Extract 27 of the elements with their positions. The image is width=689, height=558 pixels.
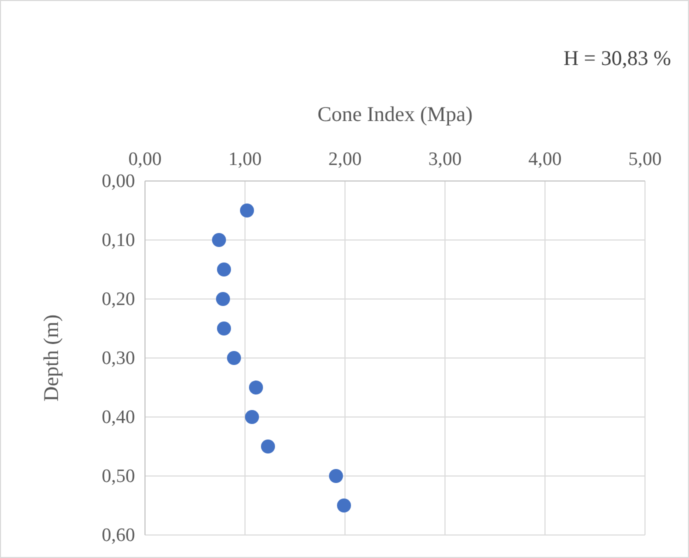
x-tick-label: 1,00: [228, 149, 262, 170]
x-tick-label: 2,00: [328, 149, 362, 170]
point: [217, 322, 231, 336]
x-tick-label: 3,00: [428, 149, 462, 170]
x-tick-label: 4,00: [528, 149, 562, 170]
point: [249, 380, 263, 394]
y-tick-label: 0,60: [102, 525, 135, 546]
point: [217, 262, 231, 276]
y-axis-title: Depth (m): [39, 314, 63, 402]
y-tick-label: 0,30: [102, 348, 135, 369]
point: [337, 498, 351, 512]
point: [329, 469, 343, 483]
x-axis-title: Cone Index (Mpa): [317, 102, 473, 126]
y-tick-label: 0,40: [102, 407, 135, 428]
y-tick-label: 0,20: [102, 289, 135, 310]
point: [261, 440, 275, 454]
text: H = 30,83 %: [563, 46, 671, 70]
point: [240, 204, 254, 218]
point: [227, 351, 241, 365]
y-tick-label: 0,50: [102, 466, 135, 487]
y-tick-label: 0,10: [102, 230, 135, 251]
x-tick-label: 5,00: [628, 149, 662, 170]
point: [245, 410, 259, 424]
point: [212, 233, 226, 247]
x-tick-label: 0,00: [128, 149, 162, 170]
y-tick-label: 0,00: [102, 171, 135, 192]
point: [216, 292, 230, 306]
